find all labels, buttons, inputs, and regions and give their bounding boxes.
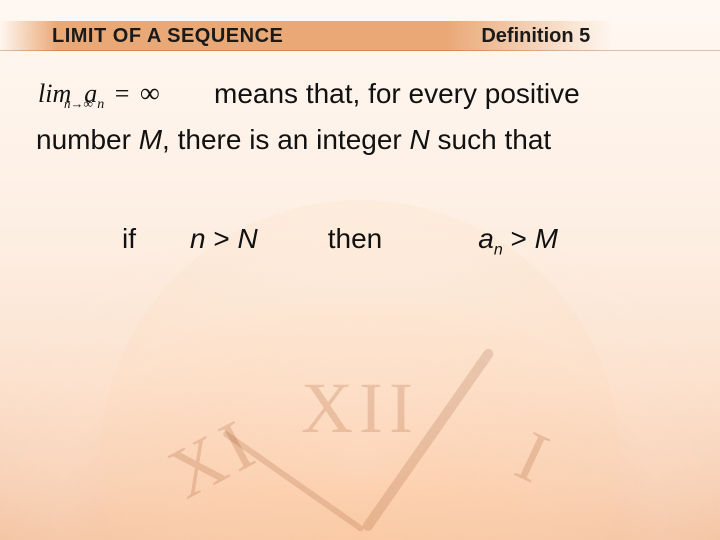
equals-sign: =: [111, 79, 134, 108]
kw-if: if: [122, 217, 136, 260]
var-M: M: [139, 124, 162, 155]
definition-line-1: lim n→∞ an = ∞ means that, for every pos…: [36, 72, 684, 116]
gt-2: >: [511, 217, 527, 260]
clock-hand-decor: [361, 347, 495, 533]
definition-line-2: number M, there is an integer N such tha…: [36, 118, 684, 161]
condition-row: if n > N then an > M: [36, 217, 684, 263]
text-before-M: number: [36, 124, 139, 155]
limit-expression: lim n→∞ an = ∞: [36, 72, 196, 116]
infinity-symbol: ∞: [140, 78, 160, 109]
var-N-cond: N: [238, 217, 258, 260]
roman-xii-decor: XII: [301, 367, 419, 450]
roman-i-decor: I: [504, 415, 566, 503]
clock-hand-decor: [222, 430, 365, 532]
text-after-N: such that: [430, 124, 551, 155]
header-row: LIMIT OF A SEQUENCE Definition 5: [0, 21, 720, 51]
var-a-cond: an: [478, 217, 502, 263]
lim-subscript: n→∞: [64, 94, 93, 114]
content-area: lim n→∞ an = ∞ means that, for every pos…: [0, 68, 720, 264]
slide-title-right: Definition 5: [481, 25, 590, 48]
text-mid: , there is an integer: [162, 124, 409, 155]
gt-1: >: [213, 217, 229, 260]
roman-xi-decor: XI: [156, 401, 273, 516]
kw-then: then: [328, 217, 383, 260]
var-n: n: [190, 217, 206, 260]
var-N: N: [410, 124, 430, 155]
var-M-cond: M: [535, 217, 558, 260]
definition-text-1: means that, for every positive: [214, 72, 580, 115]
slide-title-left: LIMIT OF A SEQUENCE: [52, 25, 283, 48]
